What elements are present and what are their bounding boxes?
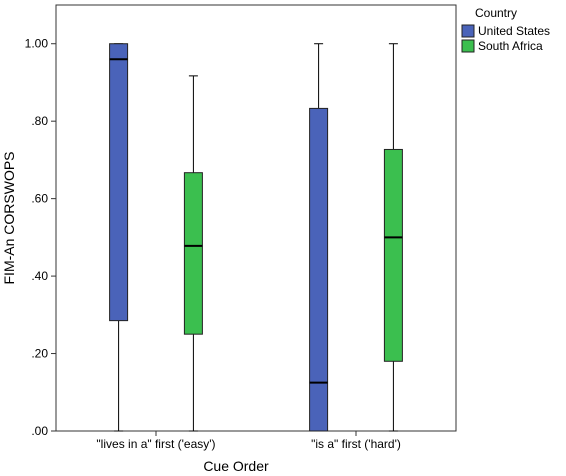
y-tick-label: 1.00: [25, 37, 49, 51]
x-tick-label: "is a" first ('hard'): [311, 437, 401, 451]
x-axis: "lives in a" first ('easy') "is a" first …: [96, 431, 401, 451]
y-axis-title: FIM-An CORSWOPS: [1, 151, 17, 284]
y-tick-label: .20: [31, 347, 48, 361]
x-tick-label: "lives in a" first ('easy'): [96, 437, 215, 451]
legend-title: Country: [475, 6, 517, 20]
iqr-box: [383, 148, 403, 362]
legend-swatch-south-africa: [461, 39, 475, 53]
boxes: [109, 43, 403, 432]
box-united-states-1: [309, 43, 329, 432]
y-axis: .00 .20 .40 .60 .80 1.00: [25, 37, 56, 438]
legend: Country United States South Africa: [461, 6, 550, 53]
y-tick-label: .60: [31, 192, 48, 206]
legend-label-south-africa: South Africa: [478, 39, 543, 53]
y-tick-label: .80: [31, 114, 48, 128]
box-south-africa-1: [383, 43, 403, 432]
iqr-box: [309, 107, 329, 432]
y-tick-label: .40: [31, 269, 48, 283]
box-united-states-0: [109, 43, 129, 432]
legend-label-united-states: United States: [478, 24, 550, 38]
x-axis-title: Cue Order: [203, 458, 269, 474]
legend-swatch-united-states: [461, 24, 475, 38]
iqr-box: [183, 172, 203, 335]
iqr-box: [109, 43, 129, 322]
box-south-africa-0: [183, 75, 203, 432]
y-tick-label: .00: [31, 424, 48, 438]
